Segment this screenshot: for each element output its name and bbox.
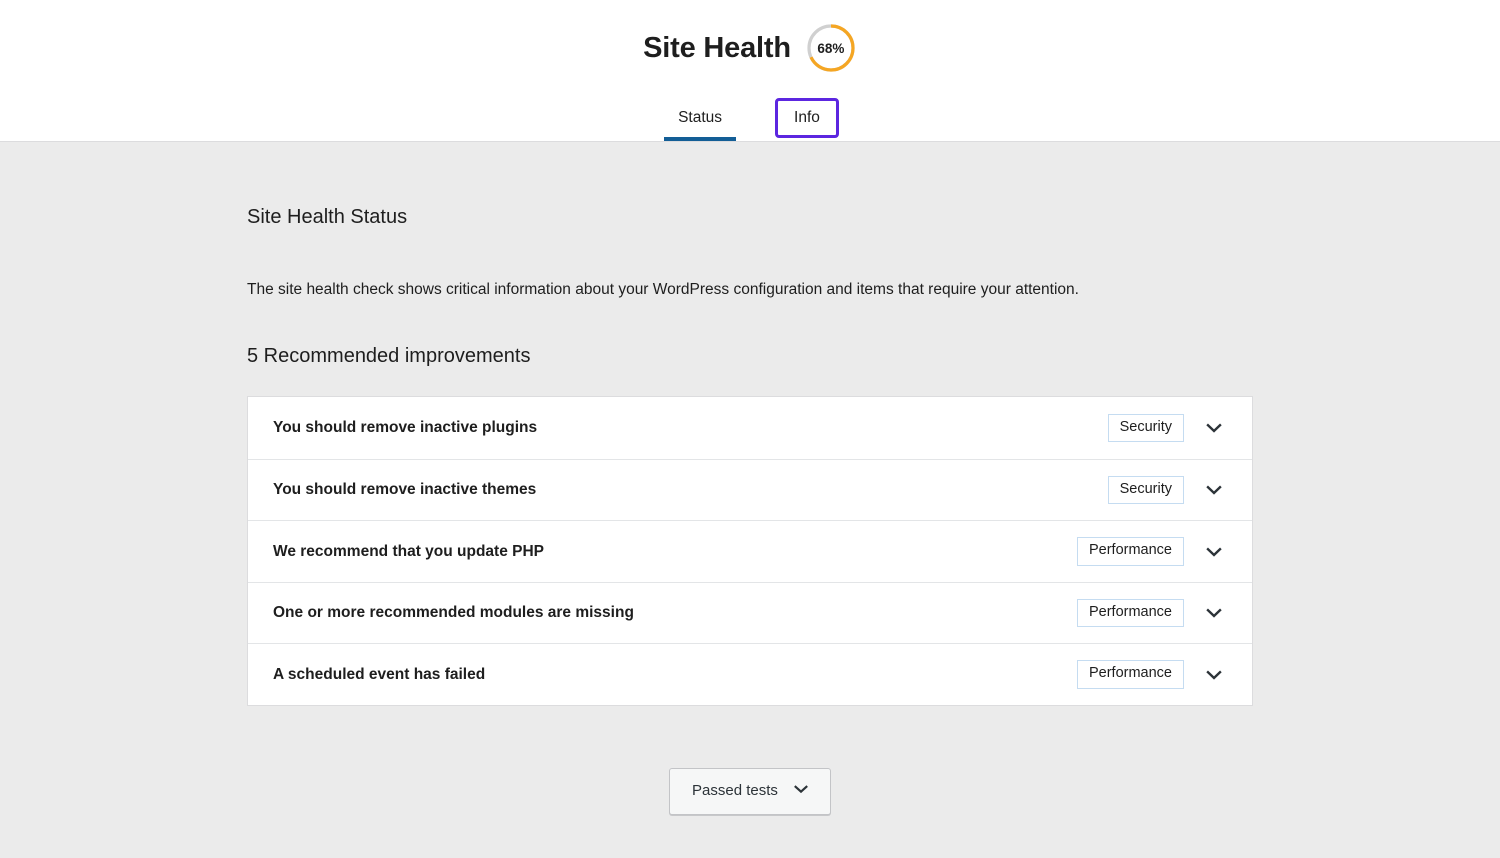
issue-title: You should remove inactive plugins [273, 419, 538, 436]
chevron-down-icon [792, 780, 810, 802]
passed-tests-row: Passed tests [247, 767, 1253, 815]
chevron-down-icon[interactable] [1200, 599, 1228, 627]
issue-title: You should remove inactive themes [273, 481, 537, 498]
page-title: Site Health [643, 31, 791, 64]
issue-title: We recommend that you update PHP [273, 542, 545, 560]
status-badge: Performance [1076, 660, 1184, 689]
title-row: Site Health 68% [0, 0, 1500, 74]
issue-title: One or more recommended modules are miss… [273, 604, 634, 621]
list-item[interactable]: You should remove inactive plugins Secur… [248, 397, 1252, 459]
passed-tests-button[interactable]: Passed tests [669, 767, 831, 815]
list-item[interactable]: One or more recommended modules are miss… [248, 581, 1252, 644]
list-item[interactable]: A scheduled event has failed Performance [248, 643, 1252, 705]
chevron-down-icon[interactable] [1200, 476, 1228, 504]
list-item[interactable]: We recommend that you update PHP Perform… [248, 520, 1252, 582]
chevron-down-icon[interactable] [1200, 661, 1228, 689]
list-item[interactable]: You should remove inactive themes Securi… [248, 458, 1252, 521]
status-badge: Security [1107, 475, 1184, 505]
status-badge: Performance [1076, 537, 1184, 566]
tab-info[interactable]: Info [775, 98, 839, 138]
section-title: Site Health Status [247, 206, 408, 228]
passed-tests-label: Passed tests [692, 782, 778, 800]
issue-title: A scheduled event has failed [273, 665, 486, 683]
status-badge: Performance [1076, 598, 1184, 628]
chevron-down-icon[interactable] [1200, 414, 1228, 442]
chevron-down-icon[interactable] [1200, 538, 1228, 566]
page-masthead: Site Health 68% Status Info [0, 0, 1500, 142]
health-score-label: 68% [817, 40, 845, 56]
site-health-tablist: Status Info [0, 89, 1500, 141]
main-content: Site Health Status The site health check… [247, 142, 1253, 815]
status-badge: Security [1107, 413, 1184, 443]
recommended-improvements-list: You should remove inactive plugins Secur… [247, 396, 1253, 706]
health-score-gauge: 68% [805, 22, 857, 74]
tab-status[interactable]: Status [664, 103, 737, 141]
section-description: The site health check shows critical inf… [247, 281, 1079, 298]
improvements-heading: 5 Recommended improvements [247, 345, 531, 368]
